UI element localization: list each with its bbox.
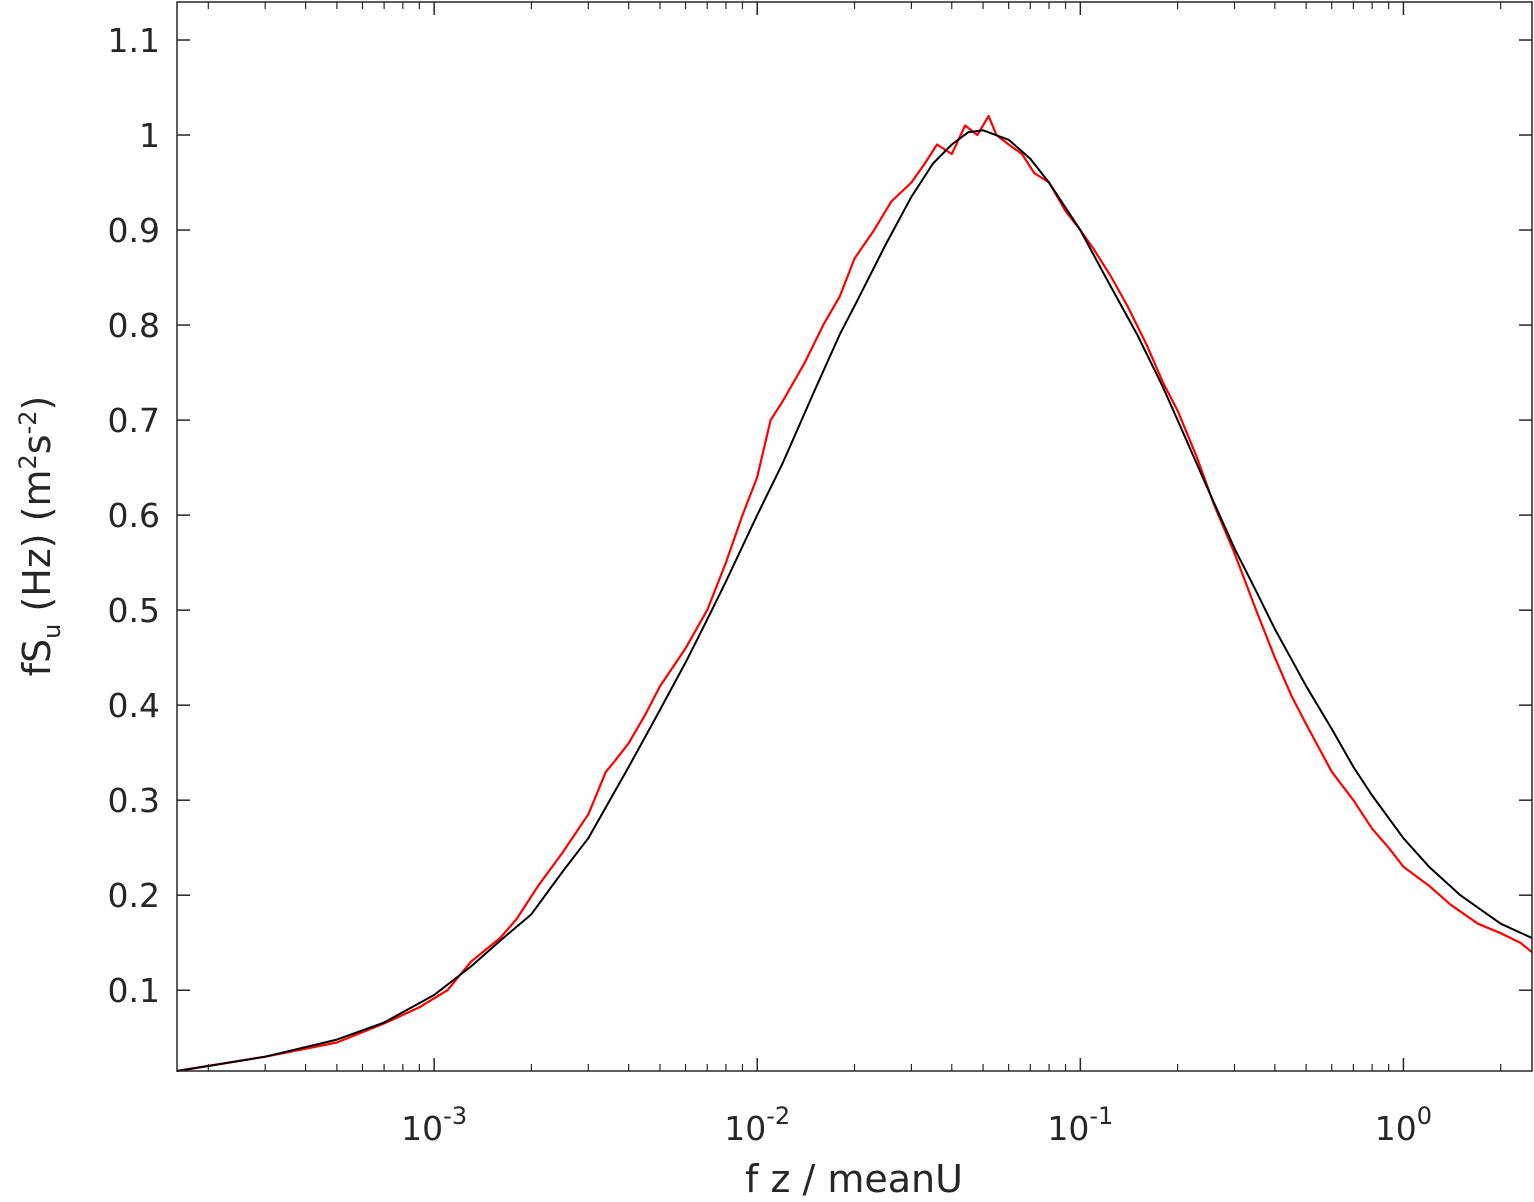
x-tick-base: 10: [1375, 1109, 1417, 1148]
x-tick-label: 10-1: [1047, 1102, 1113, 1148]
y-tick-label: 0.5: [108, 591, 160, 630]
y-tick-label: 1: [139, 116, 160, 155]
x-tick-exp: 0: [1417, 1102, 1432, 1130]
y-tick-label: 1.1: [108, 21, 160, 60]
y-tick-label: 0.8: [108, 306, 160, 345]
y-tick-label: 0.2: [108, 876, 160, 915]
tick-layer: 10-3 10-2 10-1 1000.10.20.30.40.50.60.70.80…: [108, 2, 1532, 1148]
y-label-sup2: -2: [14, 410, 42, 434]
x-tick-label: 100: [1375, 1102, 1432, 1148]
x-tick-exp: -1: [1089, 1102, 1113, 1130]
y-label-main: fS: [15, 639, 59, 677]
series-layer: [176, 114, 1533, 1073]
y-tick-label: 0.6: [108, 496, 160, 535]
y-tick-label: 0.1: [108, 971, 160, 1010]
y-tick-label: 0.4: [108, 686, 160, 725]
x-tick-label: 10-2: [724, 1102, 790, 1148]
y-label-sub: u: [38, 624, 66, 639]
x-axis-label: f z / meanU: [745, 1157, 963, 1201]
y-label-mid: (Hz) (m: [15, 469, 59, 623]
x-tick-base: 10: [1047, 1109, 1089, 1148]
x-tick-exp: -3: [443, 1102, 467, 1130]
x-tick-label: 10-3: [401, 1102, 467, 1148]
y-label-sup1: 2: [14, 454, 42, 469]
y-axis-label: fSu (Hz) (m2s-2): [14, 396, 66, 677]
model-series-line: [176, 129, 1533, 1072]
y-tick-label: 0.9: [108, 211, 160, 250]
y-tick-label: 0.3: [108, 781, 160, 820]
y-label-end: ): [15, 396, 59, 411]
y-tick-label: 0.7: [108, 401, 160, 440]
plot-background: [177, 2, 1532, 1071]
x-tick-exp: -2: [766, 1102, 790, 1130]
y-label-s: s: [15, 434, 59, 454]
x-tick-base: 10: [724, 1109, 766, 1148]
x-tick-base: 10: [401, 1109, 443, 1148]
